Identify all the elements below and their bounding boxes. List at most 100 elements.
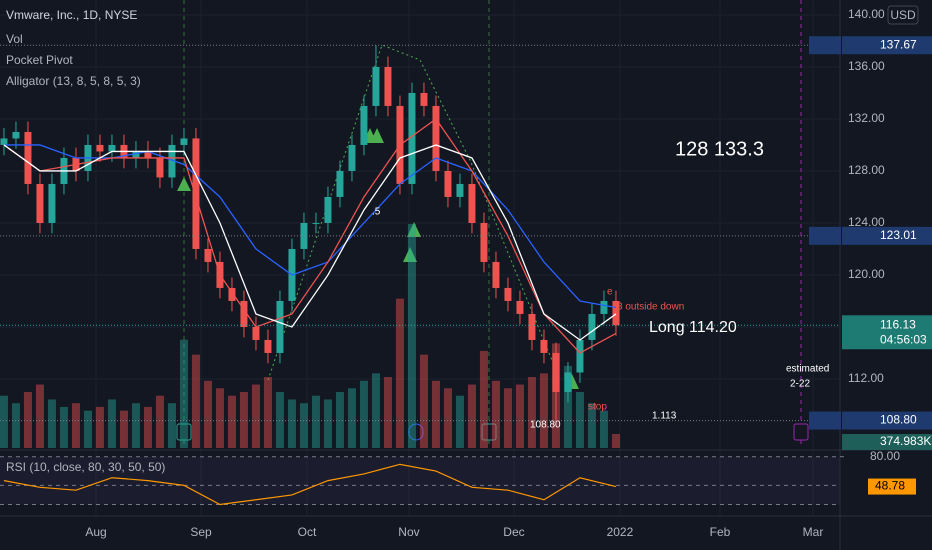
annotation: 1.113 xyxy=(652,411,677,422)
earnings-badge[interactable] xyxy=(176,423,192,441)
volume-bar xyxy=(155,395,164,448)
trend-line xyxy=(267,44,561,381)
candle-body xyxy=(96,144,104,152)
y-tick-label: 136.00 xyxy=(848,59,885,73)
volume-bar xyxy=(563,365,572,448)
volume-bar xyxy=(287,399,296,448)
volume-bar xyxy=(23,392,32,448)
candle-body xyxy=(552,352,560,392)
countdown: 04:56:03 xyxy=(880,332,927,346)
volume-bar xyxy=(383,377,392,448)
annotation: 3 outside down xyxy=(617,302,684,313)
candle-body xyxy=(444,170,452,197)
volume-bar xyxy=(587,403,596,448)
price-axis xyxy=(840,0,932,550)
volume-bar xyxy=(311,395,320,448)
dividend-badge[interactable] xyxy=(408,423,424,441)
volume-bar xyxy=(167,403,176,448)
legend-title: Vmware, Inc., 1D, NYSE xyxy=(6,8,137,22)
candle-body xyxy=(168,144,176,178)
volume-box xyxy=(842,434,932,450)
volume-bar xyxy=(107,399,116,448)
volume-bar xyxy=(119,410,128,448)
candle-body xyxy=(420,92,428,106)
candle-body xyxy=(564,372,572,392)
candle-body xyxy=(408,92,416,184)
volume-bar xyxy=(47,399,56,448)
y-tick-label: 124.00 xyxy=(848,215,885,229)
candle-body xyxy=(336,170,344,197)
volume-bar xyxy=(179,339,188,448)
x-tick-label: Oct xyxy=(298,525,317,539)
ma-line xyxy=(3,144,617,341)
volume-bar xyxy=(407,224,416,448)
candle-body xyxy=(180,138,188,145)
volume-bar xyxy=(395,298,404,448)
rsi-value: 48.78 xyxy=(875,479,905,493)
candle-body xyxy=(456,183,464,197)
volume-bar xyxy=(203,380,212,448)
y-tick-label: 112.00 xyxy=(848,371,884,385)
annotation: Long 114.20 xyxy=(649,319,737,336)
annotation: 108.80 xyxy=(530,420,561,431)
x-tick-label: Aug xyxy=(85,525,106,539)
volume-bar xyxy=(323,399,332,448)
volume-bar xyxy=(467,384,476,448)
price-line-value: 137.67 xyxy=(880,37,917,51)
candle-body xyxy=(204,248,212,262)
rsi-band xyxy=(0,456,840,505)
volume-bar xyxy=(431,380,440,448)
candle-body xyxy=(228,287,236,301)
ma-line xyxy=(3,144,617,309)
earnings-badge[interactable] xyxy=(481,423,497,441)
layout xyxy=(176,0,809,448)
candle-body xyxy=(48,183,56,223)
candle-body xyxy=(312,222,320,224)
currency: USD xyxy=(890,8,916,22)
volume-bar xyxy=(611,434,620,448)
candle-body xyxy=(192,138,200,249)
pivot-marker xyxy=(407,222,421,237)
volume-bar xyxy=(335,392,344,448)
volume-label: 374.983K xyxy=(880,434,931,448)
volume-bar xyxy=(251,384,260,448)
marks xyxy=(0,44,840,506)
price-line-value: 123.01 xyxy=(880,228,917,242)
price-name-box xyxy=(809,36,841,55)
candle-body xyxy=(0,138,8,145)
candle-body xyxy=(384,66,392,106)
candle-body xyxy=(528,313,536,340)
volume-bar xyxy=(59,406,68,448)
volume-bar xyxy=(299,403,308,448)
candle-body xyxy=(12,131,20,139)
price-label-box xyxy=(842,411,932,430)
volume-bar xyxy=(575,392,584,448)
volume-bar xyxy=(11,403,20,448)
x-tick-label: 2022 xyxy=(607,525,634,539)
volume-bar xyxy=(131,403,140,448)
volume-bar xyxy=(347,388,356,448)
annotation: estimated xyxy=(786,364,829,375)
volume-bar xyxy=(359,380,368,448)
annotation: 128 133.3 xyxy=(675,138,764,160)
rsi-line xyxy=(3,463,617,506)
volume-bar xyxy=(455,395,464,448)
volume-bar xyxy=(71,403,80,448)
candle-body xyxy=(432,105,440,171)
x-tick-label: Nov xyxy=(398,525,419,539)
candle-body xyxy=(480,222,488,262)
volume-bar xyxy=(539,373,548,448)
earnings-badge[interactable] xyxy=(793,423,809,441)
annotation: stop xyxy=(588,402,607,413)
volume-bar xyxy=(215,388,224,448)
ma-line xyxy=(3,118,617,354)
volume-bar xyxy=(191,354,200,448)
volume-bar xyxy=(479,350,488,448)
volume-bar xyxy=(239,392,248,448)
y-tick-label: 140.00 xyxy=(848,7,885,21)
legend-entry: Vol xyxy=(6,32,23,46)
currency-box[interactable] xyxy=(887,5,919,25)
y-tick-label: 80.00 xyxy=(870,449,900,463)
rsi-value-box xyxy=(868,478,916,495)
candle-body xyxy=(576,339,584,373)
